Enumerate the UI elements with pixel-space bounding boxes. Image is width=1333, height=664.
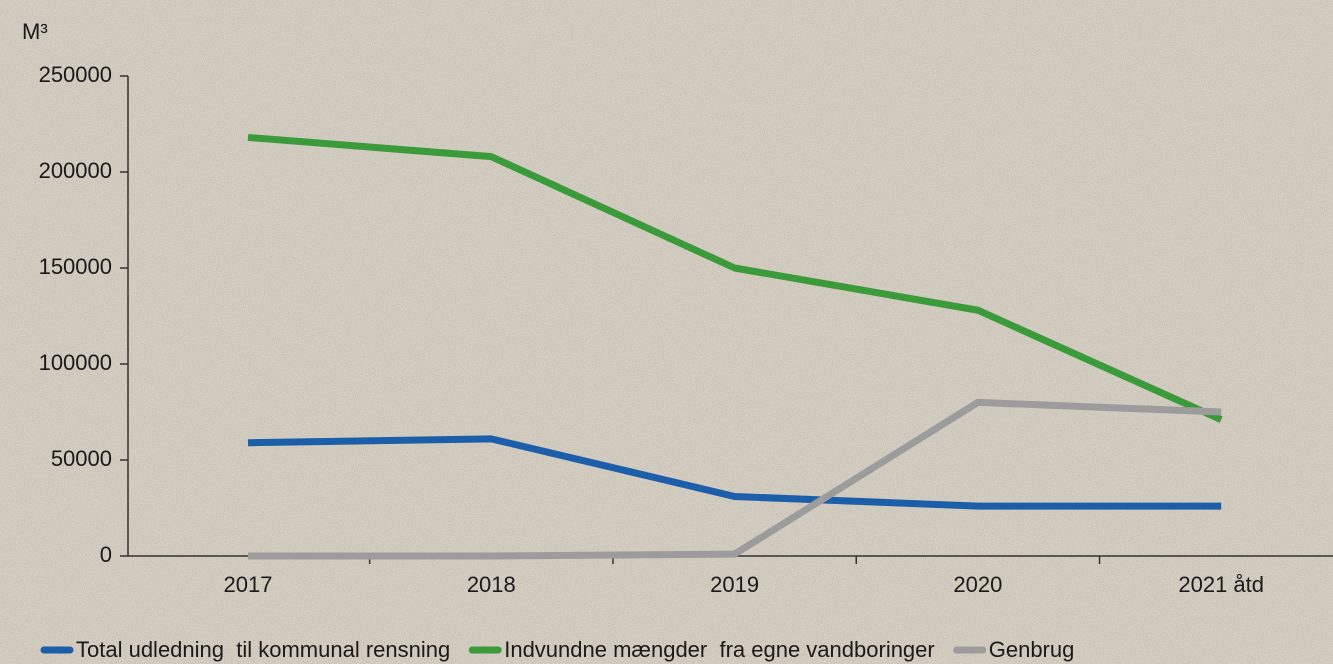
- series-line: [247, 435, 1222, 510]
- x-tick-label: 2020: [953, 572, 1002, 597]
- legend-label: Indvundne mængder fra egne vandboringer: [504, 637, 935, 662]
- legend-label: Genbrug: [989, 637, 1075, 662]
- x-tick-label: 2017: [224, 572, 273, 597]
- y-tick-label: 250000: [39, 62, 112, 87]
- y-tick-label: 200000: [39, 158, 112, 183]
- x-tick-label: 2021 åtd: [1178, 572, 1264, 597]
- legend-label: Total udledning til kommunal rensning: [76, 637, 450, 662]
- y-tick-label: 0: [100, 542, 112, 567]
- series-line: [247, 133, 1223, 423]
- series-line: [248, 398, 1222, 560]
- y-tick-label: 150000: [39, 254, 112, 279]
- y-tick-label: 50000: [51, 446, 112, 471]
- y-axis-label: M³: [22, 19, 48, 44]
- x-tick-label: 2018: [467, 572, 516, 597]
- x-tick-label: 2019: [710, 572, 759, 597]
- y-tick-label: 100000: [39, 350, 112, 375]
